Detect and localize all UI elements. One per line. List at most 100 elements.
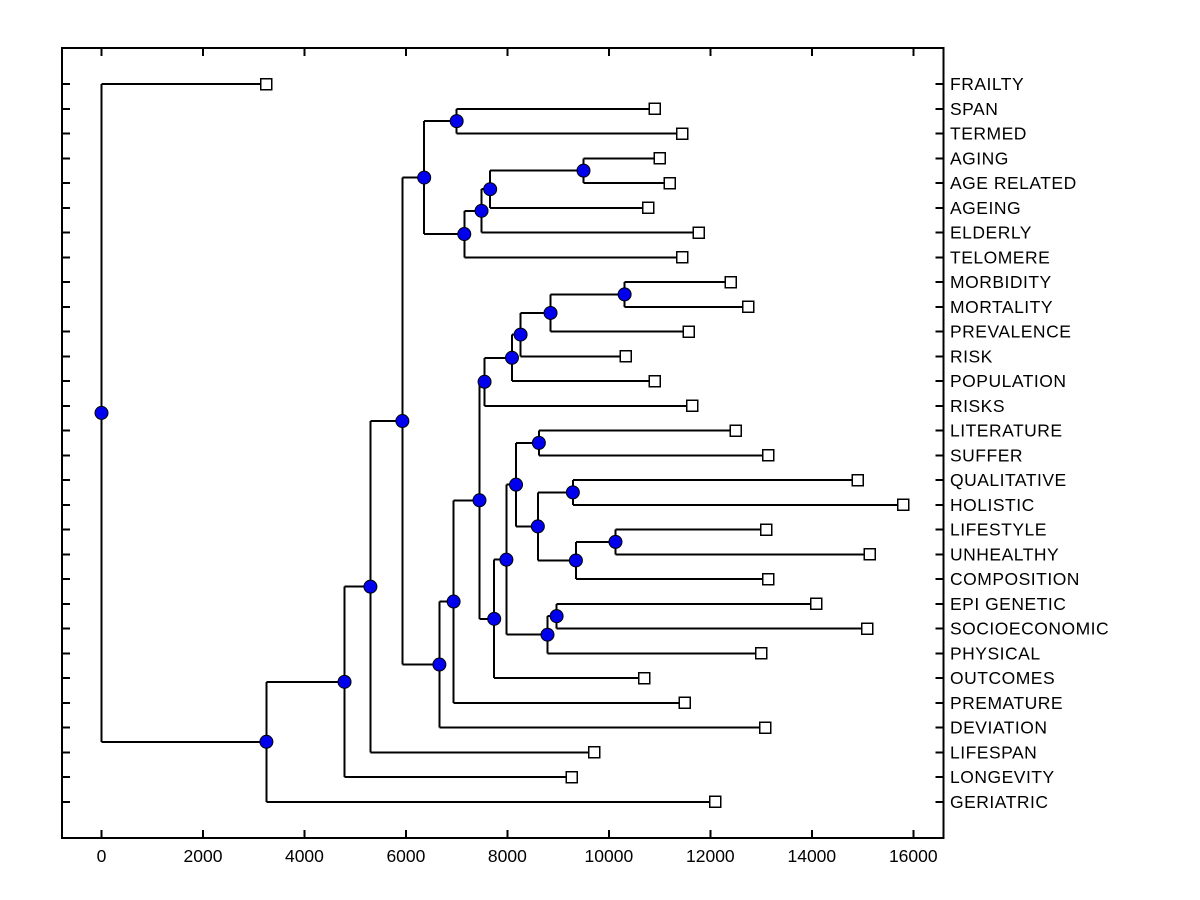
x-tick-label: 0 [97,846,107,866]
cluster-node-marker [543,305,558,320]
leaf-label: AGEING [950,198,1021,218]
cluster-node-marker [472,493,487,508]
cluster-node-marker [576,163,591,178]
leaf-label: QUALITATIVE [950,470,1067,490]
leaf-marker [810,597,823,610]
leaf-label: GERIATRIC [950,792,1049,812]
leaf-label: RISK [950,346,993,366]
leaf-label: FRAILTY [950,74,1024,94]
leaf-label: SUFFER [950,445,1023,465]
leaf-marker [729,424,742,437]
leaf-marker [682,325,695,338]
leaf-marker [642,201,655,214]
leaf-marker [653,152,666,165]
cluster-node-marker [487,611,502,626]
leaf-label: HOLISTIC [950,495,1035,515]
leaf-marker [860,622,874,635]
cluster-node-marker [457,227,472,242]
leaf-marker [619,350,632,363]
cluster-node-marker [395,414,410,429]
leaf-label: ELDERLY [950,223,1032,243]
cluster-node-marker [499,552,514,567]
leaf-marker [742,300,755,313]
cluster-node-marker [337,674,352,689]
cluster-node-marker [477,374,492,389]
leaf-label: EPI GENETIC [950,594,1066,614]
leaf-marker [754,647,768,660]
cluster-node-marker [504,350,519,365]
x-tick-label: 6000 [386,846,425,866]
x-tick-label: 12000 [686,846,735,866]
cluster-node-marker [568,553,583,568]
cluster-node-marker [446,594,461,609]
leaf-marker [758,721,772,734]
leaf-marker [761,572,775,586]
leaf-marker [648,374,661,388]
cluster-node-marker [417,170,432,185]
leaf-marker [863,548,876,561]
leaf-marker [761,449,775,462]
cluster-node-marker [259,734,274,749]
leaf-marker [851,473,865,487]
leaf-label: LIFESPAN [950,742,1037,762]
leaf-label: OUTCOMES [950,668,1055,688]
cluster-node-marker [509,477,524,492]
leaf-label: TERMED [950,124,1027,144]
cluster-node-marker [94,405,109,420]
leaf-label: SPAN [950,99,998,119]
leaf-label: LITERATURE [950,421,1063,441]
leaf-label: TELOMERE [950,247,1050,267]
cluster-node-marker [565,485,580,500]
leaf-marker [676,127,689,140]
leaf-label: LIFESTYLE [950,520,1047,540]
leaf-marker [685,399,699,412]
leaf-marker [709,795,722,808]
x-tick-label: 2000 [184,846,223,866]
x-tick-label: 16000 [889,846,938,866]
leaf-marker [678,696,692,709]
x-tick-label: 4000 [285,846,324,866]
x-tick-label: 8000 [488,846,527,866]
cluster-node-marker [549,609,564,624]
leaf-label: UNHEALTHY [950,544,1059,564]
leaf-label: MORTALITY [950,297,1053,317]
leaf-label: MORBIDITY [950,272,1052,292]
cluster-node-marker [530,519,545,534]
leaf-label: PHYSICAL [950,643,1041,663]
cluster-node-marker [540,627,555,642]
leaf-marker [638,671,651,685]
cluster-node-marker [483,182,498,197]
leaf-label: COMPOSITION [950,569,1080,589]
leaf-label: SOCIOECONOMIC [950,619,1109,639]
leaf-label: LONGEVITY [950,767,1055,787]
leaf-marker [676,251,689,264]
cluster-node-marker [432,657,447,672]
leaf-label: RISKS [950,396,1005,416]
cluster-node-marker [608,534,623,549]
leaf-label: AGING [950,148,1009,168]
leaf-marker [565,770,579,784]
leaf-label: AGE RELATED [950,173,1077,193]
cluster-node-marker [363,579,378,594]
leaf-marker [663,176,677,190]
leaf-marker [759,523,773,536]
cluster-node-marker [531,435,546,450]
leaf-marker [724,275,737,289]
leaf-label: PREVALENCE [950,322,1071,342]
leaf-marker [587,746,601,759]
x-tick-label: 10000 [585,846,634,866]
cluster-node-marker [513,327,528,342]
leaf-marker [896,498,910,511]
cluster-node-marker [449,114,464,129]
plot-box [61,47,945,839]
leaf-marker [648,102,661,115]
x-tick-label: 14000 [787,846,836,866]
leaf-marker [260,77,273,91]
cluster-node-marker [617,287,632,302]
leaf-label: PREMATURE [950,693,1063,713]
leaf-label: DEVIATION [950,718,1048,738]
leaf-marker [692,226,705,239]
cluster-node-marker [474,203,489,218]
